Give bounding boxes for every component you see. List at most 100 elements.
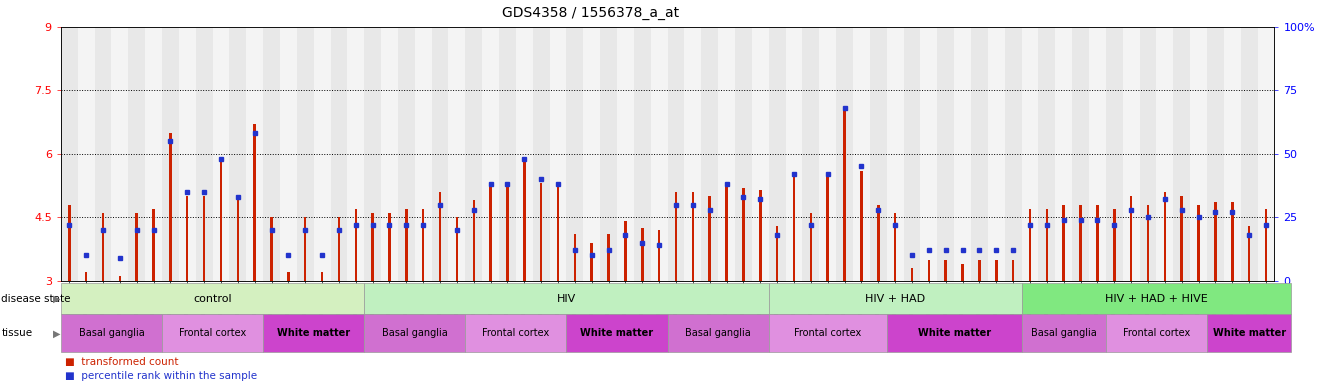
- Bar: [785, 27, 802, 281]
- Bar: [304, 217, 307, 281]
- Bar: [270, 217, 272, 281]
- Bar: [1029, 209, 1031, 281]
- Bar: [1157, 27, 1174, 281]
- Bar: [371, 213, 374, 281]
- Bar: [313, 27, 330, 281]
- Bar: [280, 27, 297, 281]
- Bar: [735, 27, 752, 281]
- Bar: [742, 188, 744, 281]
- Bar: [337, 217, 340, 281]
- Bar: [135, 213, 137, 281]
- Text: White matter: White matter: [278, 328, 350, 338]
- Bar: [904, 27, 920, 281]
- Bar: [1140, 27, 1157, 281]
- Bar: [1089, 27, 1105, 281]
- Bar: [861, 171, 863, 281]
- Bar: [297, 27, 313, 281]
- Bar: [726, 184, 728, 281]
- Bar: [937, 27, 954, 281]
- Bar: [472, 200, 475, 281]
- Bar: [1046, 209, 1048, 281]
- Bar: [119, 276, 122, 281]
- Bar: [1011, 260, 1014, 281]
- Bar: [196, 27, 213, 281]
- Bar: [219, 160, 222, 281]
- Bar: [894, 213, 896, 281]
- Bar: [876, 205, 879, 281]
- Bar: [1105, 27, 1122, 281]
- Bar: [85, 272, 87, 281]
- Text: Basal ganglia: Basal ganglia: [685, 328, 751, 338]
- Bar: [1072, 27, 1089, 281]
- Bar: [533, 27, 550, 281]
- Bar: [415, 27, 432, 281]
- Bar: [718, 27, 735, 281]
- Bar: [321, 272, 324, 281]
- Text: Frontal cortex: Frontal cortex: [178, 328, 246, 338]
- Bar: [961, 264, 964, 281]
- Bar: [944, 260, 947, 281]
- Bar: [776, 226, 779, 281]
- Bar: [1113, 209, 1116, 281]
- Bar: [641, 228, 644, 281]
- Bar: [263, 27, 280, 281]
- Bar: [213, 27, 230, 281]
- Bar: [769, 27, 785, 281]
- Text: ■  percentile rank within the sample: ■ percentile rank within the sample: [65, 371, 256, 381]
- Bar: [567, 27, 583, 281]
- Bar: [506, 184, 509, 281]
- Bar: [591, 243, 594, 281]
- Bar: [246, 27, 263, 281]
- Bar: [1055, 27, 1072, 281]
- Bar: [668, 27, 685, 281]
- Bar: [709, 196, 711, 281]
- Bar: [600, 27, 617, 281]
- Bar: [516, 27, 533, 281]
- Bar: [465, 27, 483, 281]
- Bar: [988, 27, 1005, 281]
- Bar: [752, 27, 769, 281]
- Bar: [169, 132, 172, 281]
- Text: Frontal cortex: Frontal cortex: [795, 328, 862, 338]
- Bar: [456, 217, 459, 281]
- Bar: [1122, 27, 1140, 281]
- Text: White matter: White matter: [1212, 328, 1286, 338]
- Bar: [95, 27, 111, 281]
- Bar: [887, 27, 904, 281]
- Bar: [1163, 192, 1166, 281]
- Bar: [1241, 27, 1257, 281]
- Bar: [658, 230, 661, 281]
- Bar: [145, 27, 163, 281]
- Bar: [230, 27, 246, 281]
- Bar: [354, 209, 357, 281]
- Bar: [1146, 205, 1149, 281]
- Bar: [843, 107, 846, 281]
- Bar: [972, 27, 988, 281]
- Bar: [557, 185, 559, 281]
- Bar: [422, 209, 424, 281]
- Text: Frontal cortex: Frontal cortex: [1122, 328, 1190, 338]
- Bar: [691, 192, 694, 281]
- Bar: [674, 192, 677, 281]
- Bar: [1130, 196, 1133, 281]
- Bar: [102, 213, 104, 281]
- Bar: [911, 268, 914, 281]
- Bar: [1079, 205, 1081, 281]
- Bar: [837, 27, 853, 281]
- Bar: [1207, 27, 1224, 281]
- Bar: [583, 27, 600, 281]
- Bar: [483, 27, 500, 281]
- Bar: [1198, 205, 1200, 281]
- Bar: [685, 27, 702, 281]
- Bar: [1257, 27, 1274, 281]
- Bar: [500, 27, 516, 281]
- Bar: [178, 27, 196, 281]
- Text: Basal ganglia: Basal ganglia: [1031, 328, 1096, 338]
- Bar: [489, 184, 492, 281]
- Bar: [439, 192, 442, 281]
- Bar: [650, 27, 668, 281]
- Bar: [702, 27, 718, 281]
- Bar: [539, 184, 542, 281]
- Text: tissue: tissue: [1, 328, 33, 338]
- Bar: [524, 158, 526, 281]
